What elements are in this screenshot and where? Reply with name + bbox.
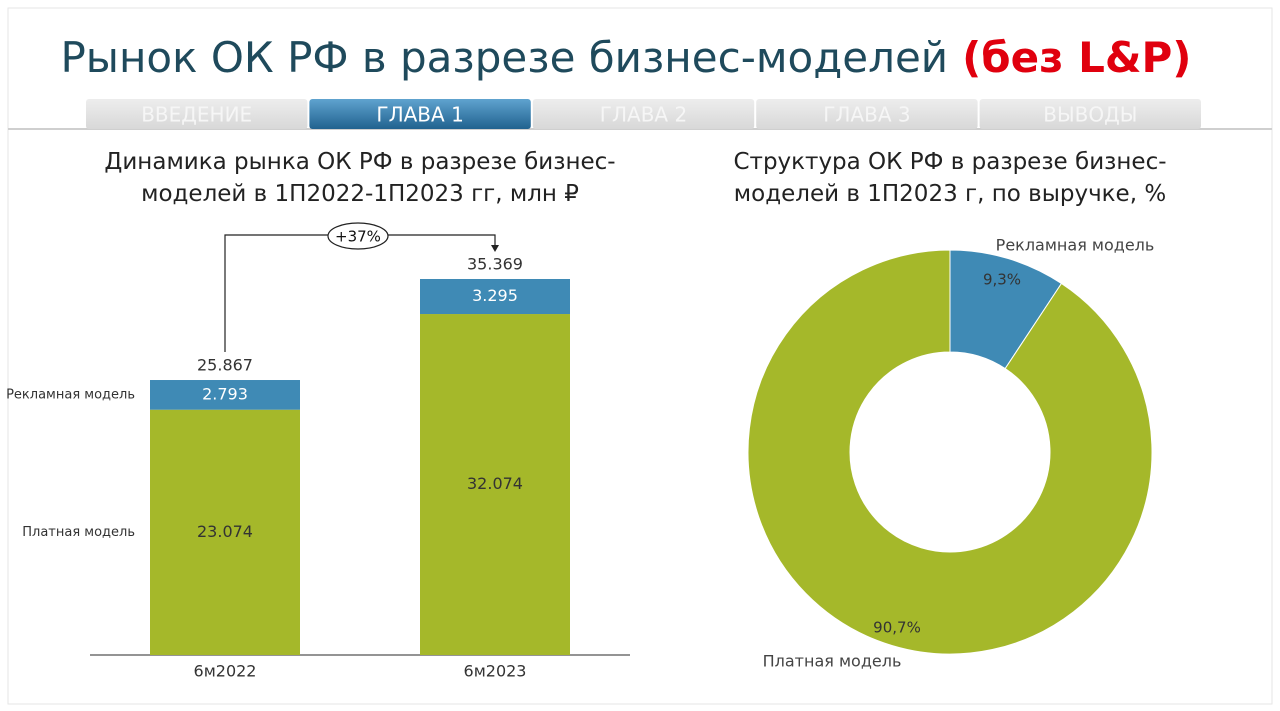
tab[interactable] [532, 99, 755, 129]
donut-slice [747, 249, 1153, 655]
slide-title: Рынок ОК РФ в разрезе бизнес-моделей (без… [60, 33, 1191, 82]
value-label: 3.295 [472, 286, 518, 305]
tabs: ВВЕДЕНИЕ ГЛАВА 1 ГЛАВА 2 ГЛАВА 3 ВЫВОДЫ [86, 99, 1201, 129]
value-label: 2.793 [202, 384, 248, 403]
bar-segment [420, 314, 570, 655]
tab[interactable] [309, 99, 531, 129]
title-note: (без L&P) [962, 33, 1191, 82]
slice-label: 9,3% [983, 271, 1021, 289]
chart-title: Динамика рынка ОК РФ в разрезе бизнес-мо… [104, 149, 616, 207]
x-tick-label: 6м2022 [194, 662, 257, 681]
growth-badge [327, 222, 389, 250]
value-label: 32.074 [467, 474, 523, 493]
donut-chart: 9,3% Рекламная модель 90,7% Платная модель [747, 236, 1155, 671]
tab[interactable] [979, 99, 1201, 129]
tab-label[interactable]: ВЫВОДЫ [1043, 103, 1137, 127]
total-label: 25.867 [197, 356, 253, 375]
bar-segment [150, 409, 300, 655]
title-main: Рынок ОК РФ в разрезе бизнес-моделей [60, 33, 948, 82]
tab-label[interactable]: ВВЕДЕНИЕ [141, 103, 252, 127]
growth-label: +37% [335, 228, 381, 246]
bar-segment [150, 380, 300, 410]
tab-label[interactable]: ГЛАВА 1 [376, 103, 463, 127]
tab-label[interactable]: ГЛАВА 2 [600, 103, 687, 127]
bar-segment [420, 279, 570, 315]
x-tick-label: 6м2023 [464, 662, 527, 681]
value-label: 23.074 [197, 522, 253, 541]
total-label: 35.369 [467, 255, 523, 274]
series-label: Платная модель [22, 525, 135, 540]
category-label: Рекламная модель [996, 236, 1155, 255]
arrow-head [491, 245, 499, 252]
category-label: Платная модель [763, 652, 902, 671]
series-label: Рекламная модель [6, 387, 135, 402]
slice-label: 90,7% [873, 619, 921, 637]
chart-title: Структура ОК РФ в разрезе бизнес-моделей… [733, 149, 1167, 207]
bar-chart: 23.074 Платная модель 2.793 Рекламная модел… [6, 222, 630, 681]
tab[interactable] [86, 99, 308, 129]
tab-label[interactable]: ГЛАВА 3 [823, 103, 910, 127]
tab[interactable] [756, 99, 978, 129]
